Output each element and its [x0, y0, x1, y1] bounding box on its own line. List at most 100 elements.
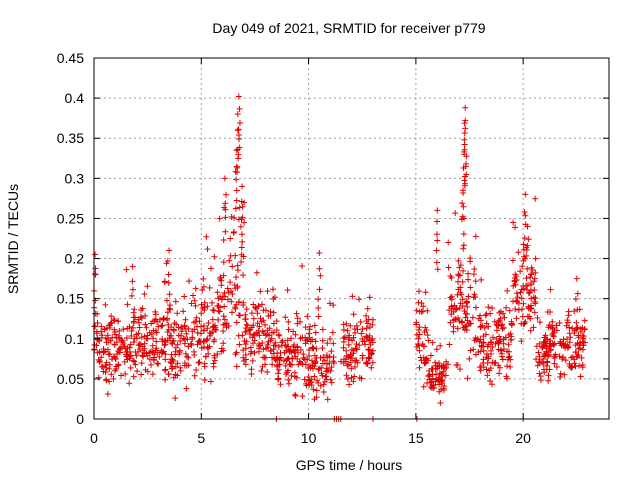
data-point: [190, 292, 197, 299]
data-point: [306, 347, 313, 354]
data-point: [227, 235, 234, 242]
data-point: [573, 275, 580, 282]
data-point: [573, 326, 580, 333]
data-point: [551, 354, 558, 361]
data-point: [191, 348, 198, 355]
data-point: [165, 279, 172, 286]
data-point: [193, 367, 200, 374]
data-point: [302, 340, 309, 347]
data-point: [291, 391, 298, 398]
data-point: [505, 348, 512, 355]
data-point: [415, 299, 422, 306]
data-point: [235, 151, 242, 158]
data-point: [429, 339, 436, 346]
data-point: [242, 361, 249, 368]
data-point: [499, 356, 506, 363]
data-point: [264, 368, 271, 375]
data-point: [440, 385, 447, 392]
data-point: [476, 338, 483, 345]
data-point: [557, 374, 564, 381]
data-point: [102, 362, 109, 369]
data-point: [104, 346, 111, 353]
data-point: [129, 263, 136, 270]
data-point: [480, 339, 487, 346]
data-point: [165, 271, 172, 278]
data-point: [455, 286, 462, 293]
data-point: [185, 354, 192, 361]
data-point: [175, 332, 182, 339]
axis-ticks: [93, 57, 609, 420]
data-point: [531, 286, 538, 293]
data-point: [254, 320, 261, 327]
data-point: [242, 311, 249, 318]
data-point: [303, 337, 310, 344]
data-point: [438, 386, 445, 393]
data-point: [224, 296, 231, 303]
data-point: [94, 319, 101, 326]
data-point: [460, 231, 467, 238]
data-point: [220, 272, 227, 279]
data-point: [427, 352, 434, 359]
data-point: [452, 210, 459, 217]
data-point: [238, 244, 245, 251]
data-point: [328, 379, 335, 386]
data-point: [506, 307, 513, 314]
data-point: [437, 399, 444, 406]
data-point: [444, 361, 451, 368]
data-point: [138, 307, 145, 314]
data-point: [297, 346, 304, 353]
data-point: [481, 324, 488, 331]
data-point: [365, 355, 372, 362]
data-point: [465, 293, 472, 300]
data-point: [166, 305, 173, 312]
data-point: [342, 358, 349, 365]
data-point: [174, 310, 181, 317]
data-point: [242, 328, 249, 335]
data-point: [488, 381, 495, 388]
data-point: [483, 366, 490, 373]
data-point: [566, 330, 573, 337]
data-point: [505, 341, 512, 348]
data-point: [206, 284, 213, 291]
y-tick-label: 0.45: [57, 50, 84, 66]
data-point: [204, 246, 211, 253]
data-point: [313, 355, 320, 362]
data-point: [96, 359, 103, 366]
data-point: [366, 346, 373, 353]
data-point: [291, 349, 298, 356]
data-point: [521, 234, 528, 241]
data-point: [233, 274, 240, 281]
data-point: [316, 265, 323, 272]
data-point: [119, 337, 126, 344]
data-point: [533, 356, 540, 363]
data-point: [443, 364, 450, 371]
data-point: [162, 366, 169, 373]
data-point: [122, 370, 129, 377]
data-point: [148, 348, 155, 355]
data-point: [445, 239, 452, 246]
data-point: [211, 352, 218, 359]
data-point: [505, 354, 512, 361]
data-point: [134, 368, 141, 375]
data-point: [172, 395, 179, 402]
data-point: [316, 286, 323, 293]
data-point: [201, 377, 208, 384]
data-point: [98, 363, 105, 370]
data-point: [248, 366, 255, 373]
data-point: [146, 349, 153, 356]
data-point: [475, 315, 482, 322]
data-point: [328, 348, 335, 355]
data-point: [264, 327, 271, 334]
data-point: [209, 307, 216, 314]
data-point: [417, 354, 424, 361]
data-point: [232, 305, 239, 312]
data-point: [290, 328, 297, 335]
data-point: [301, 376, 308, 383]
data-point: [529, 267, 536, 274]
data-point: [452, 316, 459, 323]
data-point: [345, 353, 352, 360]
data-point: [153, 329, 160, 336]
data-point: [131, 358, 138, 365]
data-point: [477, 323, 484, 330]
data-point: [315, 379, 322, 386]
